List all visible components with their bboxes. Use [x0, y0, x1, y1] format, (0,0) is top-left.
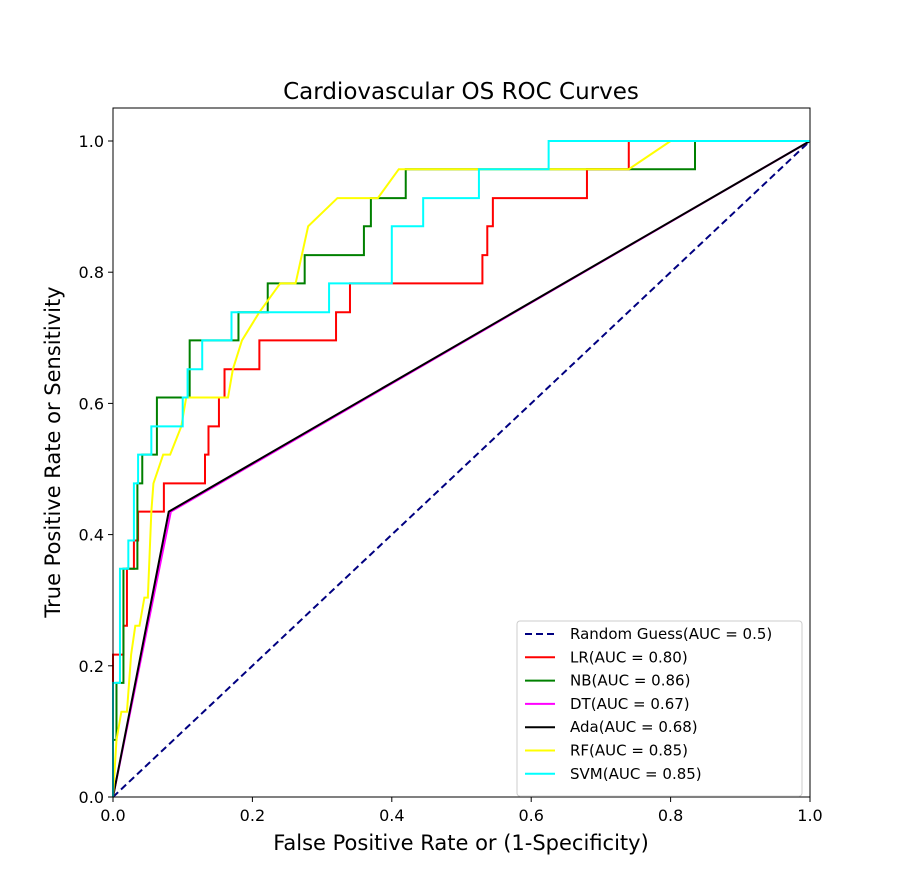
- x-tick-label: 0.6: [518, 806, 543, 825]
- y-tick-label: 0.2: [79, 657, 104, 676]
- x-tick-label: 0.0: [100, 806, 125, 825]
- legend-label: LR(AUC = 0.80): [570, 648, 688, 666]
- chart-title: Cardiovascular OS ROC Curves: [283, 79, 639, 105]
- y-axis-label: True Positive Rate or Sensitivity: [41, 286, 65, 618]
- x-axis-label: False Positive Rate or (1-Specificity): [273, 831, 649, 855]
- y-tick-label: 0.8: [79, 263, 104, 282]
- legend-label: Ada(AUC = 0.68): [570, 718, 698, 736]
- x-tick-label: 0.4: [379, 806, 404, 825]
- series-line-0: [112, 140, 811, 798]
- legend-label: DT(AUC = 0.67): [570, 695, 690, 713]
- series-line-6: [112, 140, 810, 797]
- legend-label: Random Guess(AUC = 0.5): [570, 625, 772, 643]
- x-axis-ticks: 0.0 0.2 0.4 0.6 0.8 1.0: [100, 797, 823, 825]
- legend-label: RF(AUC = 0.85): [570, 742, 688, 760]
- legend-label: SVM(AUC = 0.85): [570, 765, 702, 783]
- y-tick-label: 0.0: [79, 788, 104, 807]
- legend-label: NB(AUC = 0.86): [570, 672, 690, 690]
- x-tick-label: 1.0: [797, 806, 822, 825]
- series-line-5: [112, 140, 810, 798]
- legend: Random Guess(AUC = 0.5) LR(AUC = 0.80) NB(…: [516, 620, 803, 797]
- plot-lines: [112, 140, 811, 798]
- y-axis-ticks: 0.0 0.2 0.4 0.6 0.8 1.0: [79, 132, 113, 807]
- series-line-2: [112, 140, 810, 797]
- series-line-4: [112, 140, 811, 798]
- plot-frame: [112, 107, 811, 798]
- legend-box: [516, 620, 803, 797]
- y-tick-label: 1.0: [79, 132, 104, 151]
- x-tick-label: 0.8: [658, 806, 683, 825]
- y-tick-label: 0.4: [79, 526, 104, 545]
- y-tick-label: 0.6: [79, 394, 104, 413]
- x-tick-label: 0.2: [240, 806, 265, 825]
